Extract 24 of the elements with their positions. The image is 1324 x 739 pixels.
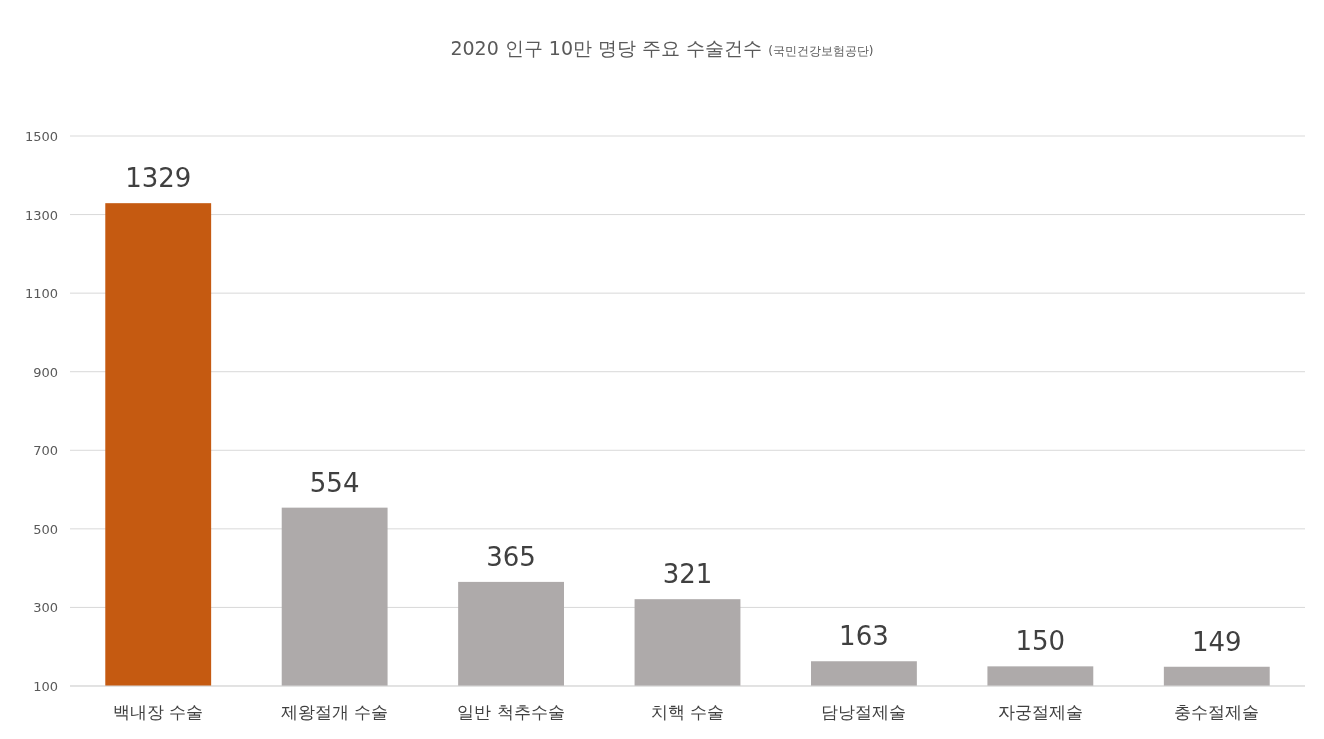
- data-label: 150: [1015, 626, 1066, 657]
- y-tick-label: 1500: [24, 129, 58, 144]
- x-tick-label: 자궁절제술: [997, 702, 1083, 722]
- chart-subtitle: (국민건강보험공단): [768, 44, 874, 58]
- y-tick-label: 300: [33, 600, 58, 616]
- x-tick-label: 일반 척추수술: [457, 702, 565, 722]
- y-tick-label: 1300: [24, 207, 58, 223]
- data-label: 1329: [125, 163, 192, 194]
- data-label: 163: [839, 621, 889, 652]
- x-tick-label: 백내장 수술: [113, 702, 204, 722]
- x-tick-label: 제왕절개 수술: [280, 702, 389, 722]
- y-tick-label: 900: [33, 364, 58, 380]
- y-tick-label: 1100: [24, 286, 58, 302]
- y-tick-label: 500: [33, 521, 58, 537]
- x-tick-label: 충수절제술: [1174, 702, 1260, 722]
- data-label: 365: [486, 541, 536, 572]
- y-tick-label: 700: [33, 443, 58, 459]
- data-label: 321: [662, 559, 713, 590]
- x-tick-label: 치핵 수술: [650, 702, 725, 722]
- x-tick-label: 담낭절제술: [821, 702, 907, 722]
- data-label: 149: [1191, 626, 1242, 657]
- y-tick-label: 100: [33, 679, 58, 694]
- chart-title: 2020 인구 10만 명당 주요 수술건수: [450, 37, 763, 59]
- data-label: 554: [309, 467, 360, 498]
